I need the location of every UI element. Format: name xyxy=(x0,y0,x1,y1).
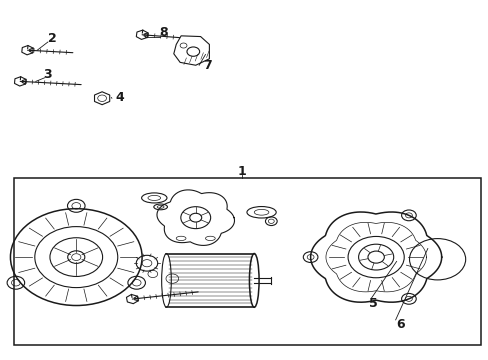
Text: 1: 1 xyxy=(237,165,246,177)
Text: 3: 3 xyxy=(42,68,51,81)
Text: 5: 5 xyxy=(368,297,377,310)
Text: 6: 6 xyxy=(395,318,404,331)
Text: 2: 2 xyxy=(47,32,56,45)
Text: 7: 7 xyxy=(203,59,212,72)
Bar xyxy=(14,178,480,345)
Text: 8: 8 xyxy=(160,27,168,40)
Text: 4: 4 xyxy=(116,91,124,104)
